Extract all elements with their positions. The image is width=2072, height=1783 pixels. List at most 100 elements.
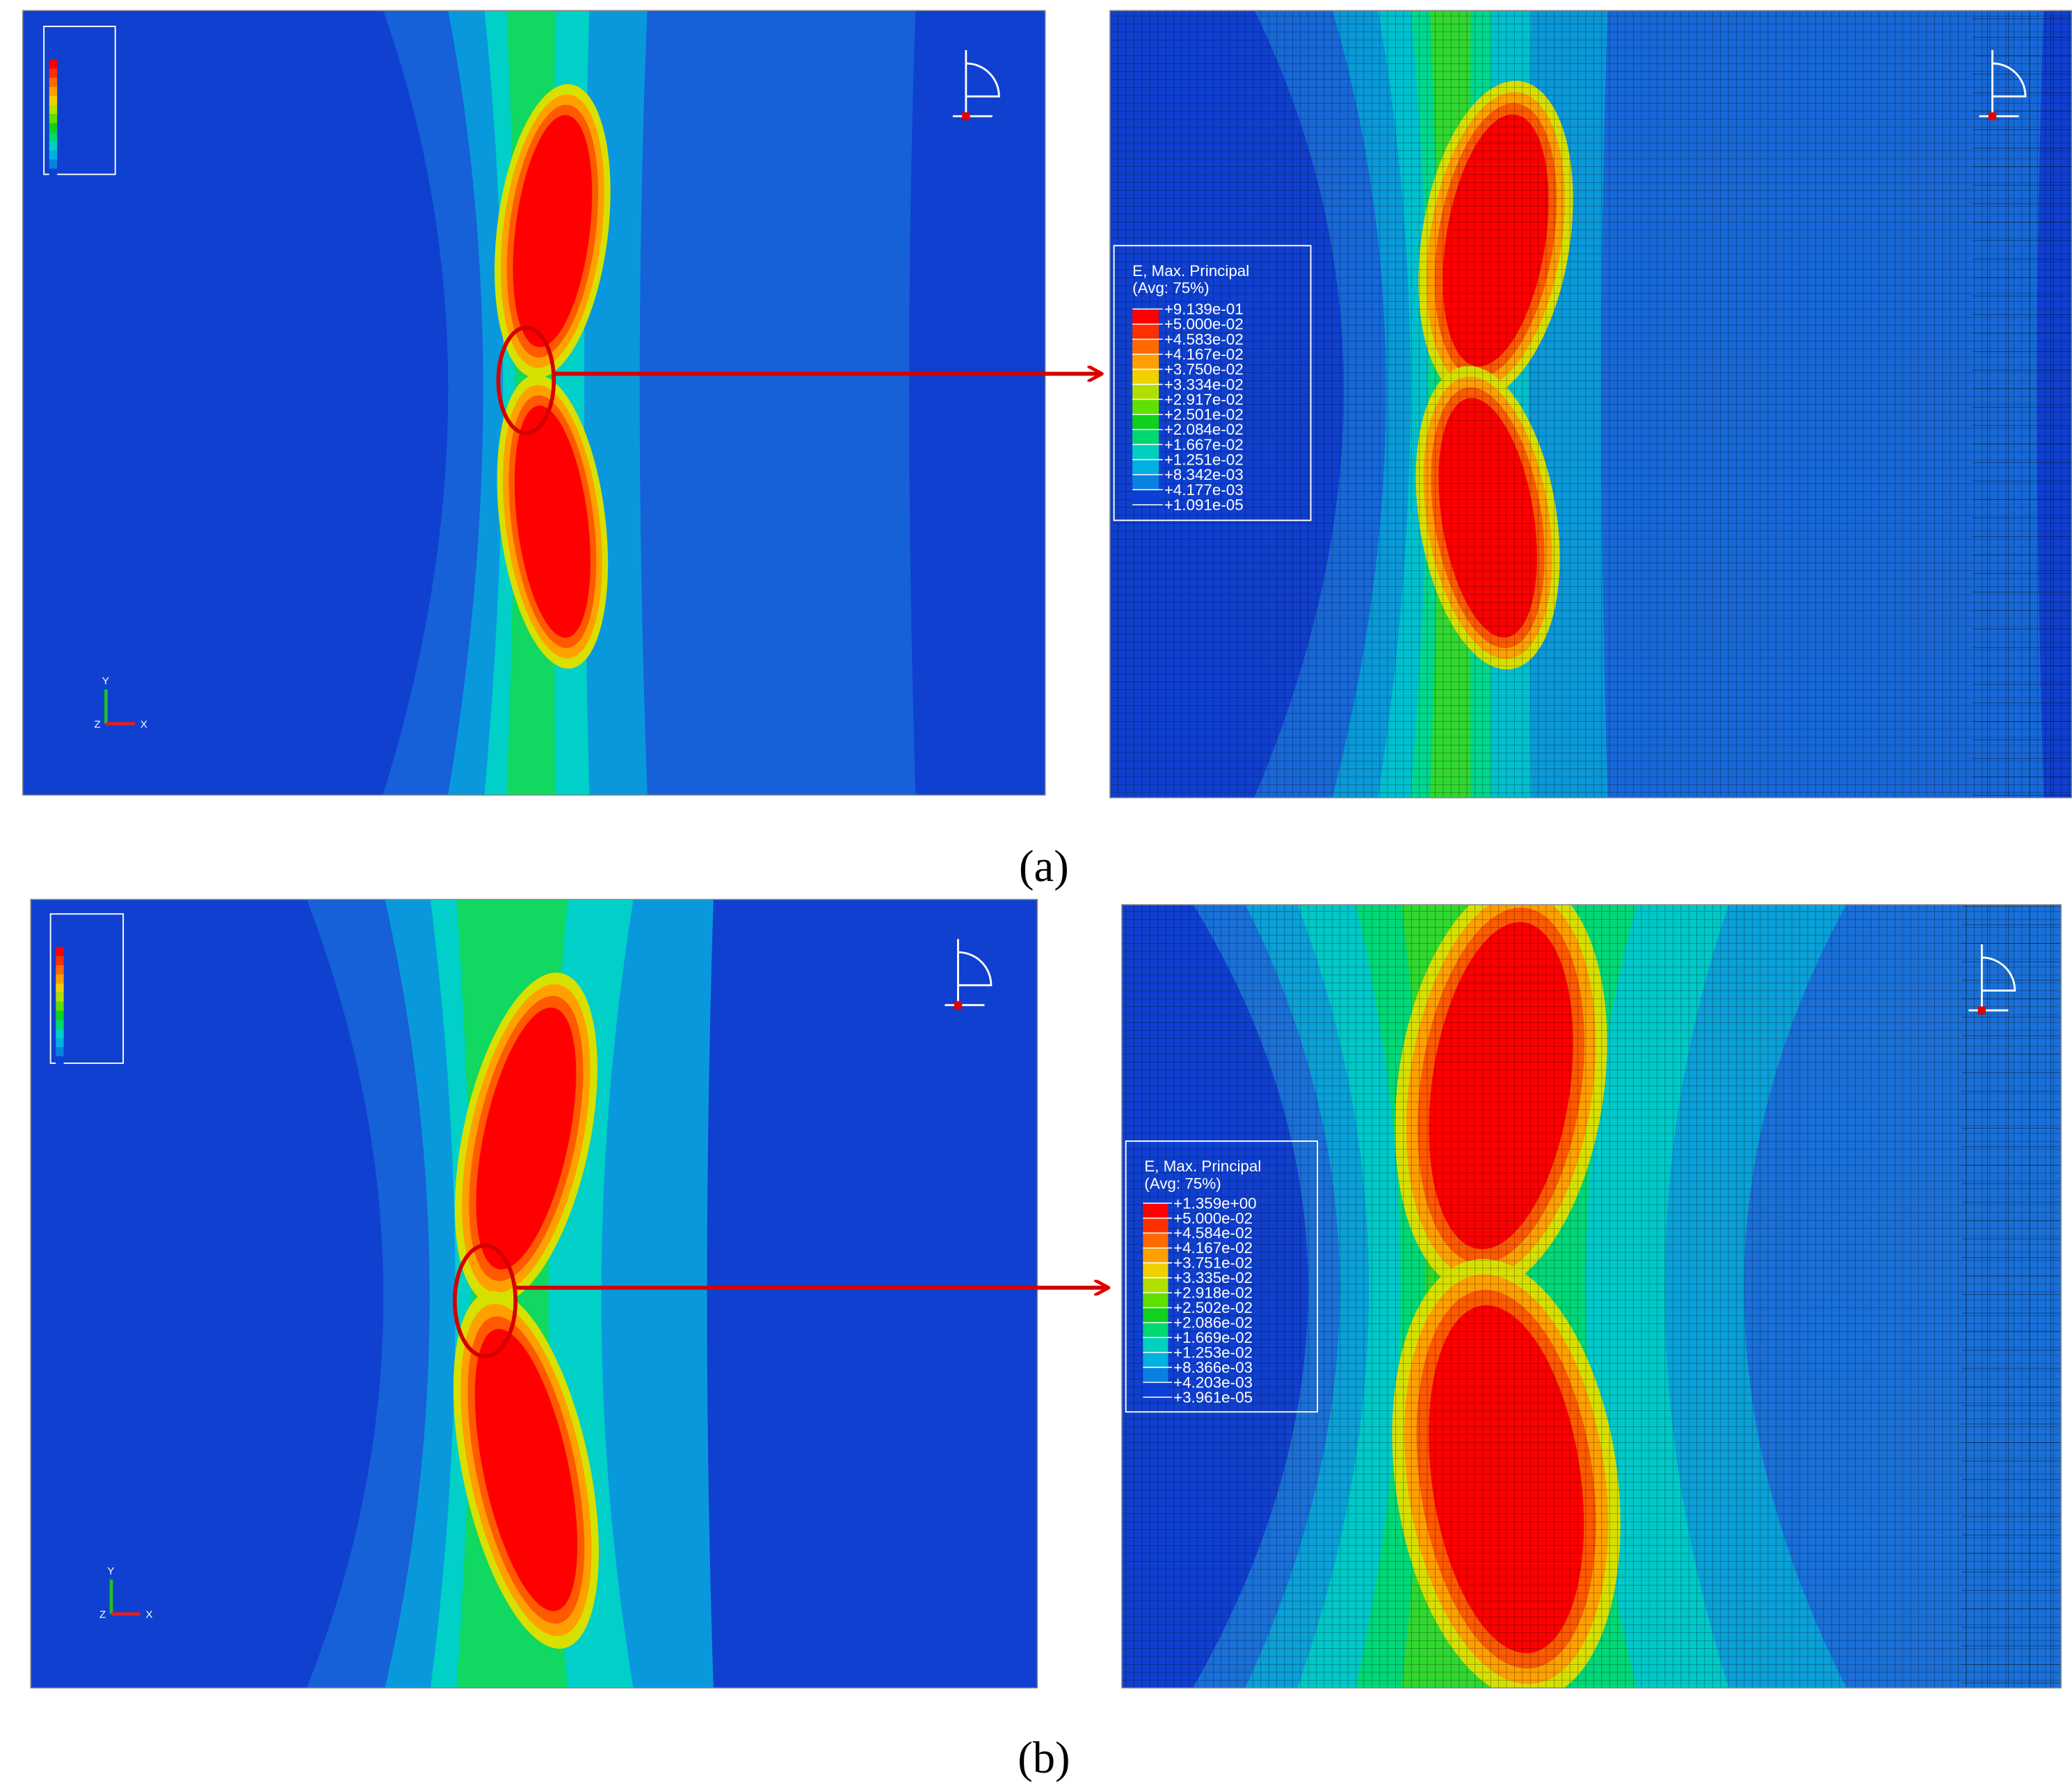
- view-icon: [1968, 944, 2016, 1012]
- legend-swatch: [49, 95, 58, 105]
- legend-swatch: [49, 159, 58, 169]
- contour-band: [383, 10, 916, 796]
- legend-box: [1125, 1140, 1318, 1413]
- legend-value: +3.335e-02: [1173, 1269, 1253, 1286]
- legend-subtitle: (Avg: 75%): [1144, 1175, 1221, 1192]
- triad-label: X: [145, 1609, 152, 1621]
- legend-swatch: [1143, 1352, 1168, 1368]
- legend-swatch: [1132, 354, 1159, 370]
- coarse-mesh: [1961, 904, 2062, 1688]
- legend-swatch: [56, 1038, 64, 1047]
- legend-swatch: [1143, 1203, 1168, 1218]
- triad-label: Z: [99, 1609, 106, 1621]
- legend-swatch: [1143, 1337, 1168, 1353]
- legend-swatch: [1132, 339, 1159, 355]
- view-icon-node: [962, 112, 970, 120]
- legend-title: E, Max. Principal: [1132, 262, 1249, 280]
- legend-swatch: [49, 59, 58, 69]
- legend-swatch: [49, 141, 58, 151]
- annotations: [452, 325, 1107, 1359]
- legend-swatch: [49, 150, 58, 160]
- legend-swatch: [1143, 1218, 1168, 1234]
- legend-swatch: [56, 1019, 64, 1029]
- legend-value: +4.583e-02: [1164, 330, 1244, 348]
- contour-panel: E, Max. Principal(Avg: 75%) +9.139e-01+5.…: [1109, 10, 2072, 798]
- legend-swatch: [1132, 369, 1159, 385]
- legend-value: +1.667e-02: [1164, 436, 1244, 453]
- mesh: [1109, 10, 2072, 798]
- coarse-mesh: [1973, 10, 2072, 798]
- view-icon-node: [954, 1001, 963, 1010]
- panel-label: (b): [1018, 1732, 1070, 1782]
- legend-swatch: [49, 168, 58, 178]
- legend-value: +3.334e-02: [1164, 376, 1244, 393]
- legend-value: +2.501e-02: [1164, 406, 1244, 423]
- legend-swatch: [1132, 444, 1159, 460]
- triad-label: X: [140, 718, 147, 730]
- legend-swatch: [1143, 1263, 1168, 1278]
- view-icon: [1979, 50, 2027, 118]
- legend-swatch: [56, 1001, 64, 1011]
- legend-title: E, Max. Principal: [1144, 1158, 1261, 1175]
- contour-lobe: [513, 115, 593, 348]
- legend-value: +8.342e-03: [1164, 466, 1244, 483]
- panel-border: [1121, 904, 2062, 1689]
- legend-value: +1.669e-02: [1173, 1329, 1253, 1346]
- view-icon: [945, 939, 993, 1006]
- legend-value: +1.359e+00: [1173, 1195, 1257, 1212]
- legend-value: +3.750e-02: [1164, 361, 1244, 378]
- legend-swatch: [1132, 324, 1159, 339]
- legend-swatch: [1143, 1307, 1168, 1323]
- legend-box: [43, 26, 116, 175]
- legend-value: +3.961e-05: [1173, 1389, 1253, 1406]
- legend-box: [49, 913, 125, 1064]
- panel-border: [30, 898, 1038, 1689]
- legend-value: +2.086e-02: [1173, 1314, 1253, 1332]
- legend-swatch: [49, 114, 58, 124]
- triad-label: Y: [102, 675, 109, 687]
- legend-swatch: [1143, 1248, 1168, 1264]
- legend-swatch: [56, 946, 64, 956]
- contour-lobe: [474, 1328, 578, 1611]
- legend-value: +2.918e-02: [1173, 1284, 1253, 1302]
- triad-label: Z: [94, 718, 100, 730]
- contour-lobe: [476, 1007, 577, 1270]
- contour-field: [1109, 10, 2072, 798]
- legend-swatch: [1143, 1233, 1168, 1248]
- contour-field: [31, 899, 1038, 1688]
- legend-swatch: [1143, 1322, 1168, 1338]
- legend-swatch: [49, 123, 58, 133]
- view-icon-node: [1977, 1006, 1986, 1015]
- legend-swatch: [49, 86, 58, 96]
- legend-value: +2.917e-02: [1164, 391, 1244, 408]
- zoom-circle: [496, 325, 556, 435]
- legend-value: +4.203e-03: [1173, 1373, 1253, 1391]
- legend-swatch: [56, 1056, 64, 1066]
- legend-value: +3.751e-02: [1173, 1254, 1253, 1272]
- legend-swatch: [49, 68, 58, 78]
- legend-swatch: [56, 974, 64, 984]
- legend-swatch: [1132, 490, 1159, 505]
- contour-lobe: [514, 405, 591, 638]
- legend-value: +1.253e-02: [1173, 1344, 1253, 1361]
- legend-swatch: [1132, 384, 1159, 400]
- legend-value: +4.177e-03: [1164, 481, 1244, 499]
- legend-swatch: [56, 1047, 64, 1057]
- view-icon: [952, 50, 1000, 118]
- legend-value: +4.167e-02: [1173, 1239, 1253, 1257]
- mesh: [1121, 904, 2062, 1688]
- legend-swatch: [49, 104, 58, 115]
- legend-value: +5.000e-02: [1164, 316, 1244, 333]
- legend-value: +9.139e-01: [1164, 300, 1244, 318]
- legend-swatch: [1143, 1382, 1168, 1398]
- legend-value: +4.584e-02: [1173, 1225, 1253, 1242]
- legend-box: [1113, 245, 1312, 522]
- legend-swatch: [56, 955, 64, 965]
- legend-value: +8.366e-03: [1173, 1359, 1253, 1376]
- legend-swatch: [1132, 399, 1159, 414]
- legend-value: +2.084e-02: [1164, 421, 1244, 438]
- contour-field: [1121, 904, 2062, 1688]
- legend-value: +1.091e-05: [1164, 496, 1244, 513]
